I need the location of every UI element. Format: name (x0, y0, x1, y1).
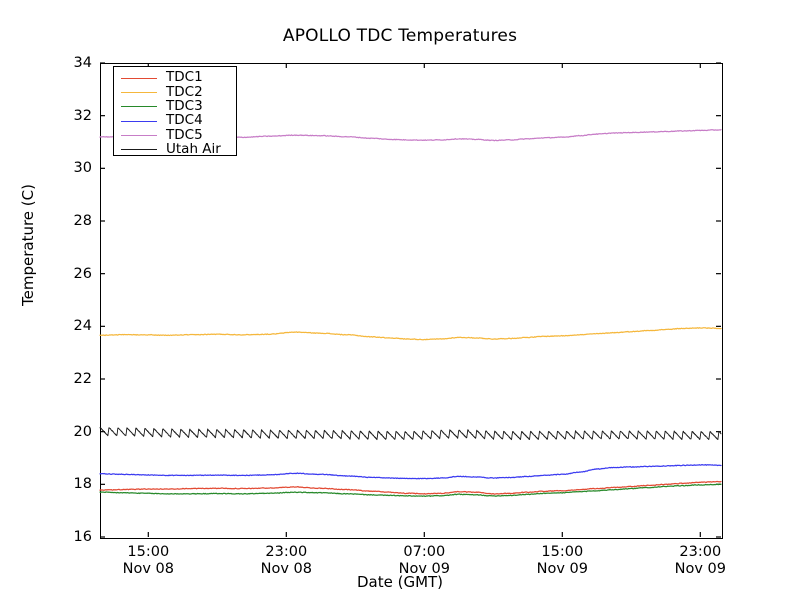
chart-title: APOLLO TDC Temperatures (282, 26, 518, 46)
y-tick-label: 22 (73, 371, 92, 387)
y-tick-label: 20 (73, 423, 92, 440)
legend-label: TDC2 (166, 83, 203, 100)
x-tick-label: 15:00 Nov 08 (122, 544, 174, 578)
y-tick-label: 18 (73, 476, 92, 493)
y-tick-label: 30 (73, 160, 92, 177)
legend-item-tdc4: TDC4 (114, 114, 236, 128)
legend-color-swatch (121, 91, 157, 93)
x-tick-label: 15:00 Nov 09 (536, 544, 588, 578)
legend-color-swatch (121, 149, 157, 151)
y-tick-label: 32 (73, 107, 92, 124)
y-tick-label: 16 (73, 529, 92, 545)
legend-color-swatch (121, 120, 157, 122)
legend-item-utah-air: Utah Air (114, 142, 236, 156)
y-tick-label: 26 (73, 265, 92, 282)
legend-item-tdc2: TDC2 (114, 85, 236, 99)
legend-color-swatch (121, 134, 157, 136)
y-axis-label: Temperature (C) (19, 184, 37, 306)
x-axis-label: Date (GMT) (356, 573, 444, 591)
legend-item-tdc1: TDC1 (114, 71, 236, 85)
y-tick-label: 34 (73, 55, 92, 71)
legend-label: TDC5 (166, 126, 203, 143)
x-tick-label: 07:00 Nov 09 (398, 544, 450, 578)
legend-item-tdc5: TDC5 (114, 128, 236, 142)
y-tick-label: 24 (73, 318, 92, 335)
legend-color-swatch (121, 106, 157, 108)
legend-label: Utah Air (166, 140, 221, 157)
chart-legend: TDC1 TDC2 TDC3 TDC4 TDC5 Utah Air (113, 66, 237, 156)
legend-label: TDC4 (166, 112, 203, 129)
legend-label: TDC3 (166, 97, 203, 114)
x-tick-label: 23:00 Nov 08 (260, 544, 312, 578)
legend-color-swatch (121, 77, 157, 79)
x-tick-label: 23:00 Nov 09 (674, 544, 726, 578)
legend-label: TDC1 (166, 69, 203, 86)
y-tick-label: 28 (73, 213, 92, 229)
legend-item-tdc3: TDC3 (114, 97, 236, 114)
